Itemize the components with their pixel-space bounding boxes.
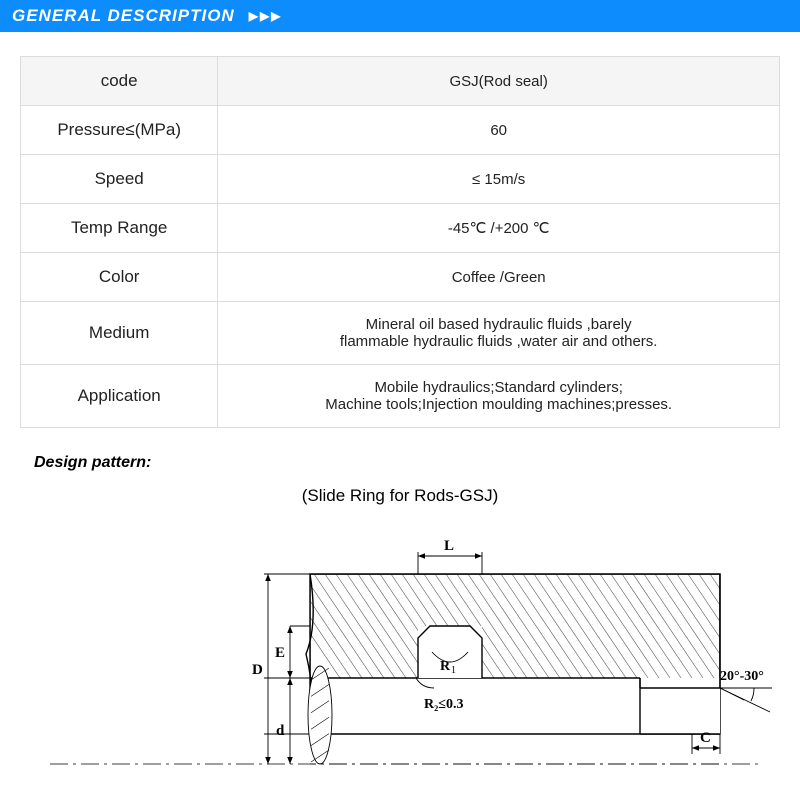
svg-text:1: 1 bbox=[451, 665, 456, 676]
table-row: ColorCoffee /Green bbox=[21, 253, 780, 302]
design-pattern-label: Design pattern: bbox=[34, 454, 780, 472]
table-row: Pressure≤(MPa)60 bbox=[21, 106, 780, 155]
table-value: ≤ 15m/s bbox=[218, 155, 780, 204]
table-label: Application bbox=[21, 365, 218, 428]
svg-text:R₂≤0.3: R₂≤0.3 bbox=[424, 697, 464, 712]
svg-text:R: R bbox=[440, 659, 451, 674]
table-row: Temp Range-45℃ /+200 ℃ bbox=[21, 204, 780, 253]
header-title: GENERAL DESCRIPTION bbox=[12, 6, 235, 26]
figure-title: (Slide Ring for Rods-GSJ) bbox=[20, 486, 780, 506]
header-bar: GENERAL DESCRIPTION ▶▶▶ bbox=[0, 0, 800, 32]
technical-diagram: d1R1R₂≤0.3LDdE20°-30°C bbox=[20, 516, 780, 786]
svg-text:D: D bbox=[252, 662, 263, 678]
table-label: Color bbox=[21, 253, 218, 302]
table-label: Temp Range bbox=[21, 204, 218, 253]
table-value: GSJ(Rod seal) bbox=[218, 57, 780, 106]
table-row: Speed≤ 15m/s bbox=[21, 155, 780, 204]
svg-text:d: d bbox=[276, 723, 285, 739]
spec-table: codeGSJ(Rod seal)Pressure≤(MPa)60Speed≤ … bbox=[20, 56, 780, 428]
table-label: Pressure≤(MPa) bbox=[21, 106, 218, 155]
header-arrows: ▶▶▶ bbox=[249, 9, 283, 23]
svg-text:C: C bbox=[700, 730, 711, 746]
table-row: MediumMineral oil based hydraulic fluids… bbox=[21, 302, 780, 365]
table-row: codeGSJ(Rod seal) bbox=[21, 57, 780, 106]
svg-text:20°-30°: 20°-30° bbox=[720, 669, 764, 684]
table-value: 60 bbox=[218, 106, 780, 155]
svg-text:E: E bbox=[275, 645, 285, 661]
table-label: Medium bbox=[21, 302, 218, 365]
svg-text:L: L bbox=[444, 538, 454, 554]
table-value: Mobile hydraulics;Standard cylinders;Mac… bbox=[218, 365, 780, 428]
table-label: Speed bbox=[21, 155, 218, 204]
table-value: -45℃ /+200 ℃ bbox=[218, 204, 780, 253]
table-value: Coffee /Green bbox=[218, 253, 780, 302]
content: codeGSJ(Rod seal)Pressure≤(MPa)60Speed≤ … bbox=[0, 32, 800, 796]
table-label: code bbox=[21, 57, 218, 106]
table-row: ApplicationMobile hydraulics;Standard cy… bbox=[21, 365, 780, 428]
table-value: Mineral oil based hydraulic fluids ,bare… bbox=[218, 302, 780, 365]
